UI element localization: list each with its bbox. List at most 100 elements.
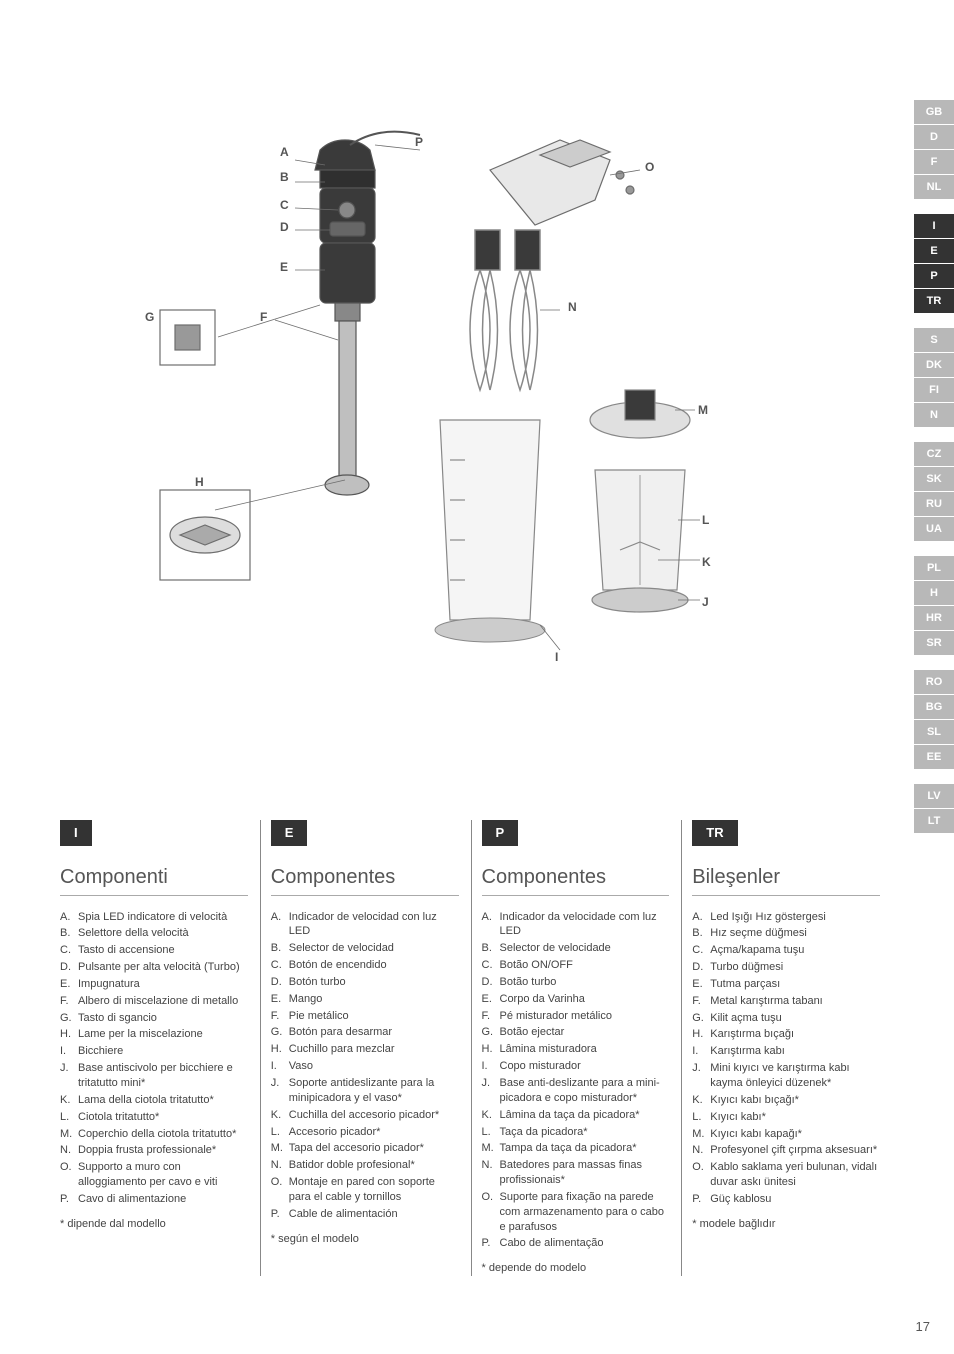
callout-J: J: [702, 595, 709, 609]
list-item: O.Kablo saklama yeri bulunan, vidalı duv…: [692, 1160, 880, 1190]
list-item: P.Cavo di alimentazione: [60, 1192, 248, 1207]
list-item: I.Bicchiere: [60, 1044, 248, 1059]
list-item: G.Botón para desarmar: [271, 1025, 459, 1040]
list-item: F.Albero di miscelazione di metallo: [60, 994, 248, 1009]
callout-N: N: [568, 300, 577, 314]
list-item: L.Kıyıcı kabı*: [692, 1110, 880, 1125]
lang-tab-ro[interactable]: RO: [914, 670, 954, 694]
lang-tab-ee[interactable]: EE: [914, 745, 954, 769]
page-number: 17: [916, 1319, 930, 1334]
list-item: I.Vaso: [271, 1059, 459, 1074]
list-item: C.Botón de encendido: [271, 958, 459, 973]
lang-tab-tr[interactable]: TR: [914, 289, 954, 313]
lang-tab-cz[interactable]: CZ: [914, 442, 954, 466]
callout-E: E: [280, 260, 288, 274]
list-item: N.Profesyonel çift çırpma aksesuarı*: [692, 1143, 880, 1158]
list-item: B.Hız seçme düğmesi: [692, 926, 880, 941]
list-item: K.Kıyıcı kabı bıçağı*: [692, 1093, 880, 1108]
list-item: B.Selettore della velocità: [60, 926, 248, 941]
list-item: D.Turbo düğmesi: [692, 960, 880, 975]
content-columns: IComponentiA.Spia LED indicatore di velo…: [60, 820, 880, 1276]
lang-tab-i[interactable]: I: [914, 214, 954, 238]
list-item: C.Botão ON/OFF: [482, 958, 670, 973]
list-item: L.Ciotola tritatutto*: [60, 1110, 248, 1125]
footnote: * modele bağlıdır: [692, 1217, 880, 1232]
lang-tab-hr[interactable]: HR: [914, 606, 954, 630]
list-item: A.Indicador de velocidad con luz LED: [271, 910, 459, 940]
lang-tab-dk[interactable]: DK: [914, 353, 954, 377]
list-item: C.Açma/kapama tuşu: [692, 943, 880, 958]
column-badge: P: [482, 820, 519, 846]
list-item: B.Selector de velocidade: [482, 941, 670, 956]
list-item: A.Indicador da velocidade com luz LED: [482, 910, 670, 940]
list-item: O.Supporto a muro con alloggiamento per …: [60, 1160, 248, 1190]
footnote: * depende do modelo: [482, 1261, 670, 1276]
list-item: D.Botón turbo: [271, 975, 459, 990]
lang-tab-ua[interactable]: UA: [914, 517, 954, 541]
lang-tab-sk[interactable]: SK: [914, 467, 954, 491]
column-title: Componentes: [482, 864, 670, 896]
list-item: C.Tasto di accensione: [60, 943, 248, 958]
lang-tab-s[interactable]: S: [914, 328, 954, 352]
callout-A: A: [280, 145, 289, 159]
list-item: K.Lama della ciotola tritatutto*: [60, 1093, 248, 1108]
list-item: J.Base anti-deslizante para a mini-picad…: [482, 1076, 670, 1106]
lang-tab-ru[interactable]: RU: [914, 492, 954, 516]
callout-L: L: [702, 513, 709, 527]
list-item: L.Taça da picadora*: [482, 1125, 670, 1140]
lang-tab-bg[interactable]: BG: [914, 695, 954, 719]
language-tabs: GBDFNL IEPTR SDKFIN CZSKRUUA PLHHRSR ROBGSLEE…: [914, 100, 954, 834]
list-item: D.Botão turbo: [482, 975, 670, 990]
column-title: Bileşenler: [692, 864, 880, 896]
list-item: N.Doppia frusta professionale*: [60, 1143, 248, 1158]
lang-tab-e[interactable]: E: [914, 239, 954, 263]
list-item: E.Mango: [271, 992, 459, 1007]
column-tr: TRBileşenlerA.Led Işığı Hız göstergesiB.…: [681, 820, 880, 1276]
callout-F: F: [260, 310, 267, 324]
list-item: N.Batedores para massas finas profission…: [482, 1158, 670, 1188]
list-item: D.Pulsante per alta velocità (Turbo): [60, 960, 248, 975]
parts-list: A.Led Işığı Hız göstergesiB.Hız seçme dü…: [692, 910, 880, 1207]
list-item: G.Tasto di sgancio: [60, 1011, 248, 1026]
list-item: P.Güç kablosu: [692, 1192, 880, 1207]
list-item: H.Lâmina misturadora: [482, 1042, 670, 1057]
callout-H: H: [195, 475, 204, 489]
callout-M: M: [698, 403, 708, 417]
column-title: Componenti: [60, 864, 248, 896]
list-item: L.Accesorio picador*: [271, 1125, 459, 1140]
lang-tab-d[interactable]: D: [914, 125, 954, 149]
lang-tab-lt[interactable]: LT: [914, 809, 954, 833]
column-title: Componentes: [271, 864, 459, 896]
footnote: * según el modelo: [271, 1232, 459, 1247]
callout-C: C: [280, 198, 289, 212]
list-item: F.Pie metálico: [271, 1009, 459, 1024]
list-item: M.Kıyıcı kabı kapağı*: [692, 1127, 880, 1142]
list-item: A.Spia LED indicatore di velocità: [60, 910, 248, 925]
lang-tab-p[interactable]: P: [914, 264, 954, 288]
column-i: IComponentiA.Spia LED indicatore di velo…: [60, 820, 248, 1276]
list-item: J.Mini kıyıcı ve karıştırma kabı kayma ö…: [692, 1061, 880, 1091]
lang-tab-n[interactable]: N: [914, 403, 954, 427]
lang-tab-h[interactable]: H: [914, 581, 954, 605]
list-item: I.Copo misturador: [482, 1059, 670, 1074]
lang-tab-fi[interactable]: FI: [914, 378, 954, 402]
list-item: H.Lame per la miscelazione: [60, 1027, 248, 1042]
lang-tab-nl[interactable]: NL: [914, 175, 954, 199]
column-badge: E: [271, 820, 308, 846]
lang-tab-sr[interactable]: SR: [914, 631, 954, 655]
lang-tab-sl[interactable]: SL: [914, 720, 954, 744]
list-item: E.Corpo da Varinha: [482, 992, 670, 1007]
list-item: M.Tampa da taça da picadora*: [482, 1141, 670, 1156]
lang-tab-pl[interactable]: PL: [914, 556, 954, 580]
list-item: E.Impugnatura: [60, 977, 248, 992]
callout-P: P: [415, 135, 423, 149]
lang-tab-f[interactable]: F: [914, 150, 954, 174]
list-item: M.Tapa del accesorio picador*: [271, 1141, 459, 1156]
list-item: H.Cuchillo para mezclar: [271, 1042, 459, 1057]
lang-tab-gb[interactable]: GB: [914, 100, 954, 124]
callout-D: D: [280, 220, 289, 234]
list-item: K.Lâmina da taça da picadora*: [482, 1108, 670, 1123]
list-item: A.Led Işığı Hız göstergesi: [692, 910, 880, 925]
list-item: J.Soporte antideslizante para la minipic…: [271, 1076, 459, 1106]
lang-tab-lv[interactable]: LV: [914, 784, 954, 808]
